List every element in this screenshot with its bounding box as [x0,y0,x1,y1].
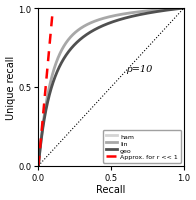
Y-axis label: Unique recall: Unique recall [5,55,15,119]
X-axis label: Recall: Recall [96,185,126,194]
Text: ρ=10: ρ=10 [126,65,152,74]
Legend: ham, lin, geo, Approx. for r << 1: ham, lin, geo, Approx. for r << 1 [103,131,181,163]
